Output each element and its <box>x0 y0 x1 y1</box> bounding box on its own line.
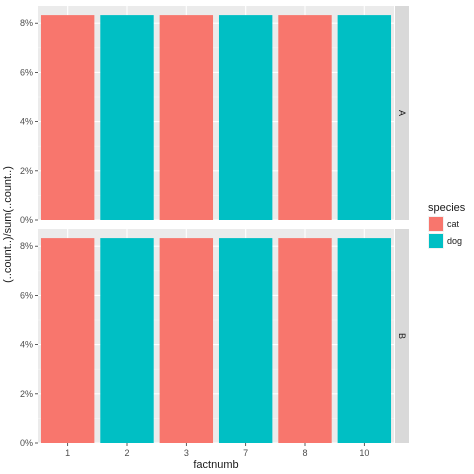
bar-B-3 <box>159 238 214 443</box>
panel-A: 0% 2% 4% 6% 8% A <box>20 6 409 225</box>
y-tick-label: 0% <box>20 215 33 225</box>
x-tick-label: 7 <box>243 448 248 458</box>
bar-B-2 <box>100 238 154 443</box>
bar-A-3 <box>159 15 214 220</box>
legend-title: species <box>428 202 466 214</box>
bar-B-7 <box>218 238 273 443</box>
bar-A-10 <box>337 15 392 220</box>
bar-B-1 <box>40 238 95 443</box>
y-tick-label: 0% <box>20 438 33 448</box>
y-tick-label: 8% <box>20 241 33 251</box>
x-tick-label: 3 <box>184 448 189 458</box>
facet-strip-B <box>395 229 409 443</box>
y-tick-label: 6% <box>20 67 33 77</box>
x-axis-title: factnumb <box>193 459 238 471</box>
facet-strip-label: A <box>397 110 407 116</box>
y-tick-label: 8% <box>20 18 33 28</box>
bar-A-2 <box>100 15 154 220</box>
x-tick-label: 2 <box>124 448 129 458</box>
panel-background <box>38 6 394 220</box>
bar-A-8 <box>278 15 332 220</box>
panel-B: 0% 2% 4% 6% 8% B <box>20 229 409 448</box>
bar-A-7 <box>218 15 273 220</box>
legend: species cat dog <box>428 202 466 249</box>
bar-B-8 <box>278 238 332 443</box>
legend-key-cat <box>429 217 443 231</box>
legend-label-cat: cat <box>447 219 460 229</box>
y-tick-label: 2% <box>20 389 33 399</box>
facet-strip-A <box>395 6 409 220</box>
legend-label-dog: dog <box>447 236 462 246</box>
panels-group: 0% 2% 4% 6% 8% A 0% 2% 4% 6% 8% B 1 2 3 7 8 10 <box>20 6 409 458</box>
bar-B-10 <box>337 238 392 443</box>
y-tick-label: 4% <box>20 340 33 350</box>
x-tick-label: 1 <box>65 448 70 458</box>
y-tick-label: 4% <box>20 117 33 127</box>
y-tick-label: 2% <box>20 166 33 176</box>
panel-background <box>38 229 394 443</box>
y-tick-label: 6% <box>20 290 33 300</box>
x-tick-label: 8 <box>302 448 307 458</box>
facet-strip-label: B <box>397 333 407 339</box>
x-tick-label: 10 <box>359 448 369 458</box>
legend-key-dog <box>429 234 443 248</box>
bar-A-1 <box>40 15 95 220</box>
y-axis-title: (..count..)/sum(..count..) <box>2 166 14 283</box>
